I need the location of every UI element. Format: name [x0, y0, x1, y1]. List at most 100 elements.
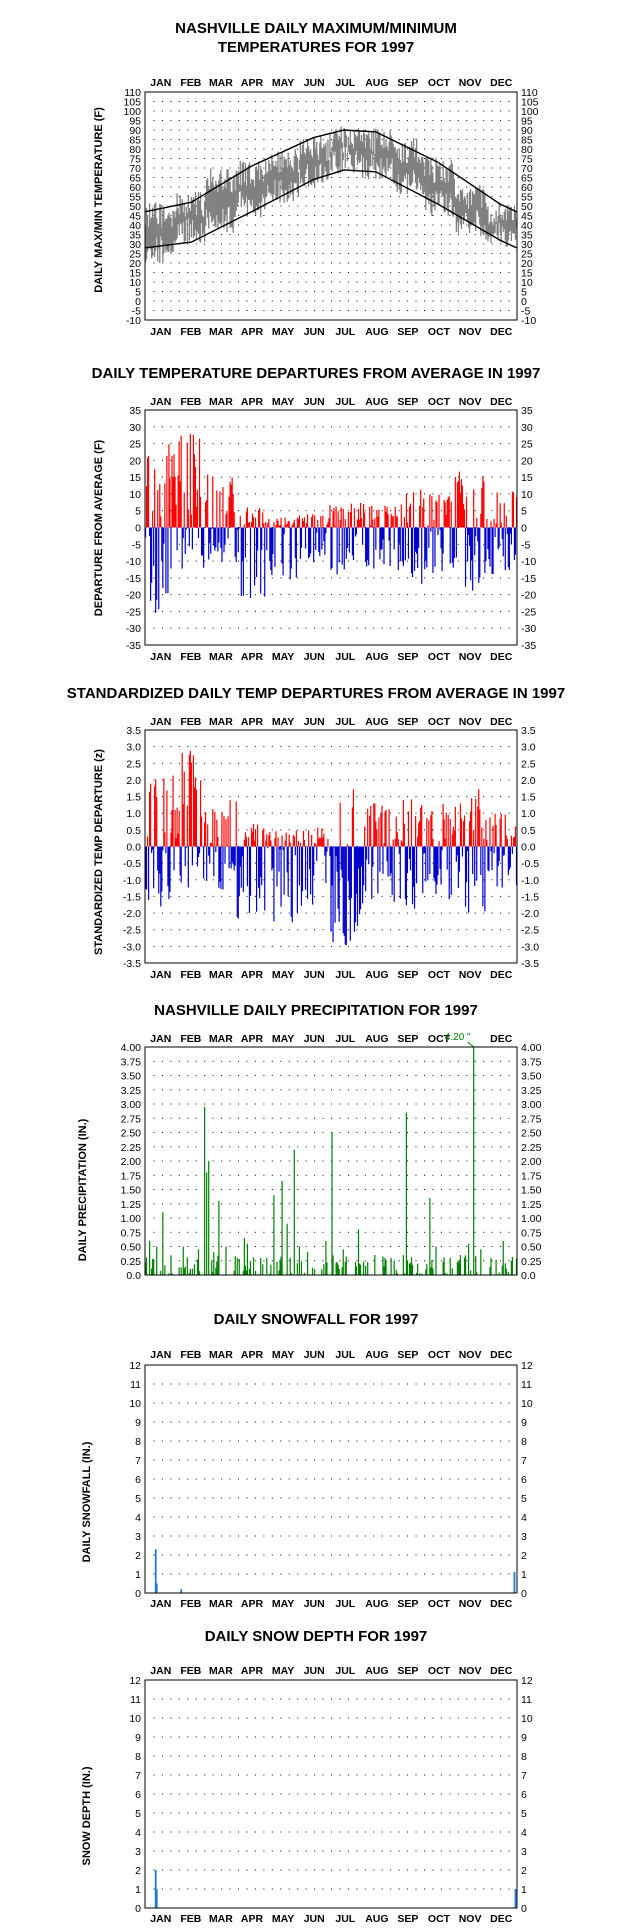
y-tick-label-right: 12 [521, 1360, 533, 1372]
grid-dot [440, 300, 442, 302]
grid-dot [161, 627, 163, 629]
grid-dot [204, 746, 206, 748]
y-tick-label: 10 [129, 277, 141, 289]
grid-dot [229, 779, 231, 781]
grid-dot [322, 1573, 324, 1575]
grid-dot [221, 746, 223, 748]
grid-dot [364, 1103, 366, 1105]
grid-dot [204, 895, 206, 897]
grid-dot [204, 1421, 206, 1423]
grid-dot [398, 543, 400, 545]
grid-dot [280, 493, 282, 495]
grid-dot [263, 158, 265, 159]
grid-dot [271, 1869, 273, 1871]
grid-dot [373, 577, 375, 579]
grid-dot [466, 110, 468, 112]
grid-dot [229, 1421, 231, 1423]
grid-dot [457, 262, 459, 264]
grid-dot [195, 148, 197, 150]
grid-dot [170, 1497, 172, 1499]
grid-dot [449, 895, 451, 897]
grid-dot [483, 1459, 485, 1461]
grid-dot [440, 560, 442, 562]
grid-dot [297, 234, 299, 235]
grid-dot [271, 879, 273, 881]
grid-dot [491, 1075, 493, 1076]
grid-dot [280, 1478, 282, 1480]
grid-dot [246, 272, 248, 273]
grid-dot [339, 177, 341, 178]
chart-title: DAILY SNOW DEPTH FOR 1997 [205, 1628, 428, 1645]
grid-dot [483, 912, 485, 914]
grid-dot [229, 1383, 231, 1385]
grid-dot [474, 120, 476, 121]
grid-dot [390, 1132, 392, 1133]
grid-dot [297, 262, 299, 264]
grid-dot [415, 1075, 417, 1076]
grid-dot [398, 1573, 400, 1575]
grid-dot [314, 281, 316, 283]
grid-dot [381, 610, 383, 612]
grid-dot [229, 1478, 231, 1480]
grid-dot [153, 1203, 155, 1205]
grid-dot [314, 196, 316, 197]
grid-dot [432, 746, 434, 748]
grid-dot [170, 779, 172, 781]
grid-dot [221, 224, 223, 226]
grid-dot [398, 929, 400, 931]
grid-dot [271, 1203, 273, 1205]
grid-dot [161, 945, 163, 947]
grid-dot [466, 1217, 468, 1219]
grid-dot [347, 1132, 349, 1133]
grid-dot [440, 196, 442, 197]
grid-dot [373, 262, 375, 264]
grid-dot [238, 577, 239, 579]
grid-dot [322, 1174, 324, 1176]
grid-dot [432, 862, 434, 864]
y-tick-label-right: 15 [521, 268, 533, 280]
y-tick-label: -5 [132, 306, 141, 318]
grid-dot [432, 300, 434, 302]
grid-dot [170, 796, 172, 798]
grid-dot [153, 215, 155, 216]
grid-dot [178, 1459, 180, 1461]
grid-dot [204, 139, 206, 140]
grid-dot [331, 1402, 332, 1404]
grid-dot [263, 1497, 265, 1499]
grid-dot [314, 543, 316, 545]
grid-dot [305, 224, 307, 226]
grid-dot [221, 1075, 223, 1076]
grid-dot [280, 1888, 282, 1890]
grid-dot [187, 300, 189, 302]
grid-dot [407, 1203, 409, 1205]
grid-dot [204, 812, 206, 814]
grid-dot [187, 1060, 189, 1062]
grid-dot [271, 1060, 273, 1062]
grid-dot [288, 196, 290, 197]
grid-dot [390, 1075, 392, 1076]
grid-dot [195, 1103, 197, 1105]
grid-dot [238, 1383, 239, 1385]
grid-dot [246, 101, 248, 102]
grid-dot [221, 1132, 223, 1133]
grid-dot [440, 1103, 442, 1105]
grid-dot [254, 779, 256, 781]
grid-dot [449, 1869, 451, 1871]
grid-dot [322, 1060, 324, 1062]
month-label: JAN [150, 716, 171, 728]
month-label: APR [241, 1598, 264, 1610]
grid-dot [246, 1217, 248, 1219]
grid-dot [381, 796, 383, 798]
grid-dot [280, 812, 282, 814]
grid-dot [178, 560, 180, 562]
grid-dot [288, 1060, 290, 1062]
grid-dot [254, 1573, 256, 1575]
grid-dot [170, 1383, 172, 1385]
grid-dot [195, 1203, 197, 1205]
grid-dot [407, 1174, 409, 1176]
grid-dot [221, 1850, 223, 1852]
grid-dot [474, 243, 476, 245]
grid-dot [288, 879, 290, 881]
grid-dot [212, 1888, 214, 1890]
grid-dot [187, 120, 189, 121]
